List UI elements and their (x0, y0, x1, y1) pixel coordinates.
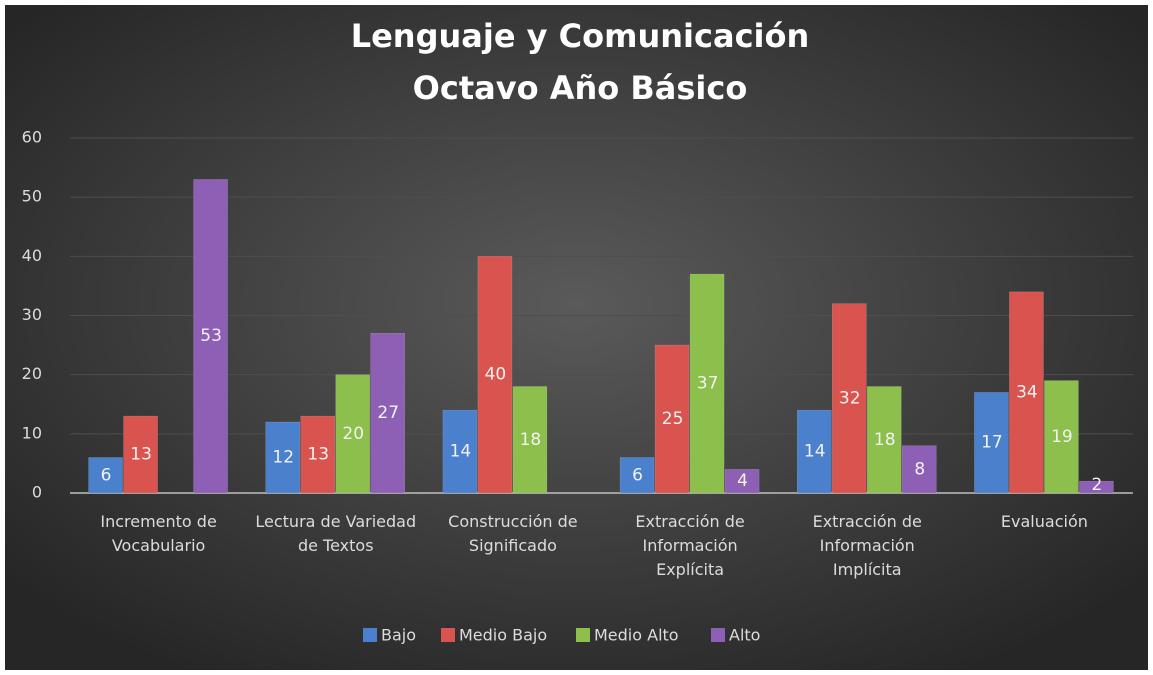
data-label: 40 (485, 365, 507, 385)
bar (974, 392, 1009, 494)
data-label: 27 (377, 403, 399, 423)
bar (724, 469, 760, 494)
data-label: 18 (520, 430, 542, 450)
legend-label: Medio Bajo (459, 626, 547, 645)
data-label: 6 (632, 465, 643, 485)
bar (1044, 380, 1079, 494)
data-label: 37 (697, 374, 719, 394)
y-tick-label: 60 (22, 128, 42, 147)
bar (123, 415, 158, 494)
bar (867, 386, 902, 494)
bar (654, 344, 690, 494)
bar (477, 256, 513, 494)
data-label: 12 (272, 448, 294, 468)
data-label: 13 (130, 445, 152, 465)
data-label: 8 (914, 459, 925, 479)
bar (265, 421, 300, 494)
data-label: 17 (981, 433, 1003, 453)
data-label: 13 (307, 445, 329, 465)
legend-swatch (441, 628, 455, 642)
y-tick-label: 10 (22, 423, 42, 442)
legend-label: Bajo (381, 626, 416, 645)
bar (370, 333, 405, 494)
data-label: 19 (1051, 427, 1073, 447)
x-tick-label: Extracción de Información Explícita (635, 512, 745, 579)
chart-subtitle: Octavo Año Básico (413, 69, 748, 107)
bar (442, 409, 478, 494)
x-tick-label: Evaluación (1000, 512, 1088, 531)
x-tick-label: Incremento de Vocabulario (100, 512, 217, 555)
x-tick-label: Construcción de Significado (448, 512, 578, 555)
data-label: 32 (839, 388, 861, 408)
data-label: 34 (1016, 382, 1038, 402)
data-label: 53 (200, 326, 222, 346)
data-label: 4 (737, 471, 748, 491)
legend-label: Medio Alto (594, 626, 679, 645)
bar (335, 374, 370, 494)
bar (797, 409, 832, 494)
bar (902, 445, 937, 494)
data-label: 25 (662, 409, 684, 429)
data-label: 20 (342, 424, 364, 444)
x-tick-label: Extracción de Información Implícita (812, 512, 922, 579)
bar (512, 386, 548, 494)
data-label: 14 (804, 442, 826, 462)
bar (619, 457, 655, 494)
legend-swatch (711, 628, 725, 642)
bar (193, 179, 228, 494)
y-tick-label: 50 (22, 187, 42, 206)
legend-swatch (363, 628, 377, 642)
y-tick-label: 0 (32, 483, 42, 502)
legend-label: Alto (729, 626, 760, 645)
bar (689, 273, 725, 494)
x-tick-label: Lectura de Variedad de Textos (255, 512, 417, 555)
bar (1009, 291, 1044, 494)
bar (88, 457, 123, 494)
data-label: 2 (1092, 475, 1103, 495)
y-tick-label: 20 (22, 364, 42, 383)
y-tick-label: 40 (22, 246, 42, 265)
data-label: 14 (450, 442, 472, 462)
data-label: 6 (101, 465, 112, 485)
bar (1079, 480, 1114, 494)
chart-title: Lenguaje y Comunicación (351, 17, 810, 55)
bar (832, 303, 867, 494)
bar (300, 415, 335, 494)
data-label: 18 (874, 430, 896, 450)
legend-swatch (576, 628, 590, 642)
y-tick-label: 30 (22, 305, 42, 324)
